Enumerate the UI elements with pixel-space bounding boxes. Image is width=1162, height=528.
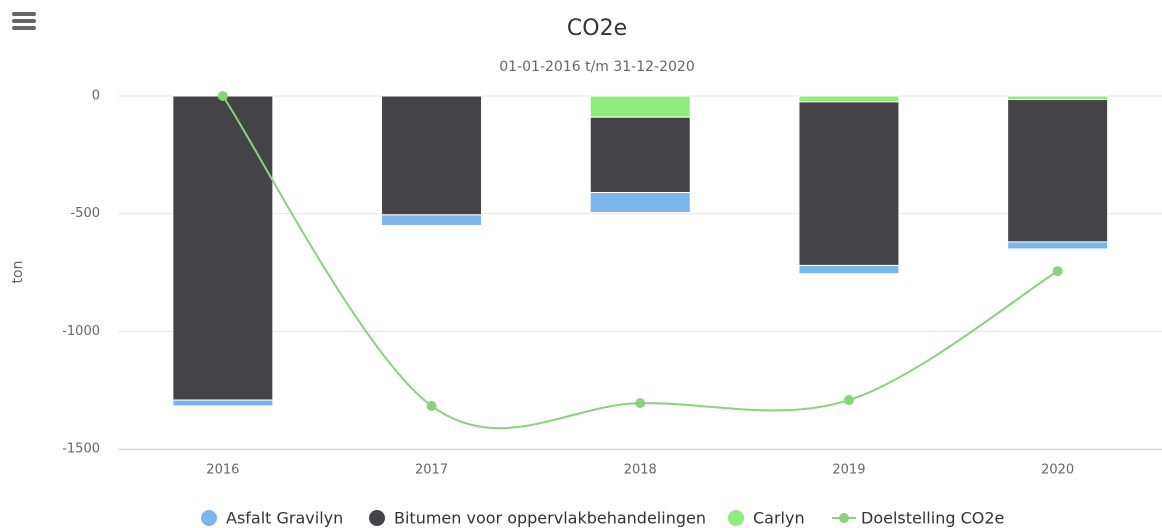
y-tick-label: 0	[92, 89, 100, 104]
y-axis-label: ton	[10, 261, 26, 284]
legend-symbol	[728, 510, 744, 526]
legend-item[interactable]: Bitumen voor oppervlakbehandelingen	[369, 509, 706, 528]
bar-segment	[381, 214, 483, 226]
line-marker	[217, 91, 228, 101]
menu-button[interactable]	[12, 12, 36, 30]
legend-label: Bitumen voor oppervlakbehandelingen	[394, 509, 706, 528]
legend-label: Asfalt Gravilyn	[226, 509, 343, 528]
legend-item[interactable]: Asfalt Gravilyn	[201, 509, 343, 528]
legend-symbol	[839, 513, 849, 523]
menu-bar	[12, 26, 36, 30]
x-tick-label: 2020	[1041, 463, 1074, 478]
bar-segment	[798, 101, 900, 266]
line	[222, 95, 1059, 430]
legend-item[interactable]: Doelstelling CO2e	[832, 509, 1004, 528]
chart-subtitle: 01-01-2016 t/m 31-12-2020	[499, 59, 694, 75]
y-tick-label: -1000	[62, 324, 100, 339]
line-marker	[426, 400, 437, 411]
bar-segment	[589, 116, 691, 193]
x-tick-label: 2016	[206, 463, 239, 478]
legend-label: Carlyn	[753, 509, 805, 528]
bar-segment	[1007, 241, 1109, 250]
legend-label: Doelstelling CO2e	[861, 509, 1004, 528]
legend-symbol	[201, 510, 217, 526]
line-marker	[1052, 266, 1063, 277]
x-tick-label: 2019	[832, 463, 865, 478]
legend-symbol	[369, 510, 385, 526]
legend-item[interactable]: Carlyn	[728, 509, 805, 528]
bar-segment	[589, 95, 691, 118]
bar-segment	[172, 95, 274, 401]
menu-bar	[12, 19, 36, 23]
y-tick-label: -500	[70, 206, 100, 221]
bar-segment	[172, 399, 274, 407]
bar-segment	[798, 95, 900, 103]
bar-segment	[381, 95, 483, 216]
line-marker	[635, 398, 646, 409]
bar-segment	[1007, 99, 1109, 243]
menu-bar	[12, 12, 36, 16]
bar-segment	[1007, 95, 1109, 101]
x-tick-label: 2018	[624, 463, 657, 478]
chart-title: CO2e	[567, 16, 627, 41]
line-marker	[843, 395, 854, 406]
x-tick-label: 2017	[415, 463, 448, 478]
bar-segment	[589, 191, 691, 213]
bar-segment	[798, 264, 900, 275]
y-tick-label: -1500	[62, 442, 100, 457]
